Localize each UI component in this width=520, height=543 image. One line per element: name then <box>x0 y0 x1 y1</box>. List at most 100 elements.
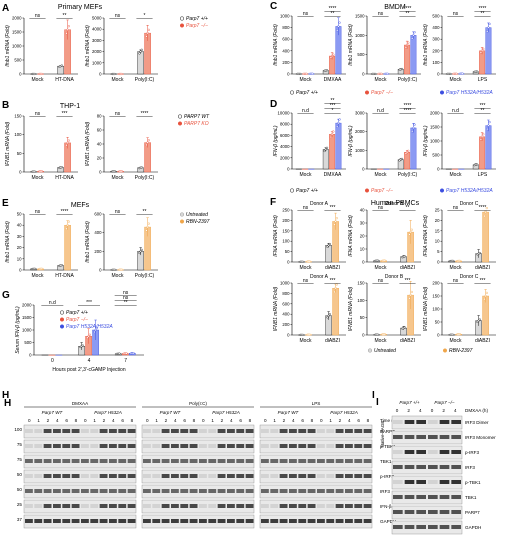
blot-H-band <box>245 429 254 433</box>
blot-H-band <box>189 504 198 508</box>
blot-H-band <box>34 504 43 508</box>
legend-A-label: Parp7 −/− <box>186 23 208 29</box>
blot-H-lane-strip <box>259 454 373 469</box>
A2-point <box>113 72 116 76</box>
blot-H-band <box>180 504 189 508</box>
C3-point <box>479 51 482 54</box>
F2-point <box>410 228 413 231</box>
C3-point <box>487 26 490 29</box>
F5-x-tick-label: diABZI <box>400 338 415 344</box>
blot-H-band <box>109 429 117 433</box>
E2-point <box>138 251 141 254</box>
legend-G-label: Parp7 H532A/H532A <box>66 324 113 330</box>
B1-sig-label: *** <box>62 111 68 117</box>
blot-H-time-label: 1 <box>211 418 214 423</box>
blot-I-band <box>393 465 403 469</box>
blot-H-lane-strip <box>259 439 373 454</box>
blot-H-band <box>189 459 198 463</box>
blot-H-time-label: 8 <box>367 418 370 423</box>
F5-subtitle: Donor B <box>385 274 404 280</box>
blot-H-band <box>53 459 61 463</box>
blot-H-band <box>90 489 99 493</box>
B1-x-tick-label: HT-DNA <box>55 175 74 181</box>
blot-H-band <box>109 489 117 493</box>
B2-point <box>146 141 149 144</box>
blot-H-band <box>289 519 297 523</box>
E1-point <box>33 267 36 270</box>
blot-H-band <box>90 459 99 463</box>
blot-H-band <box>245 519 254 523</box>
blot-I-lane-strip <box>391 520 463 535</box>
blot-H-band <box>143 444 151 448</box>
blot-H-genotype-label: Parp7 WT <box>160 410 182 415</box>
G1-y-tick-label: 0 <box>29 353 32 358</box>
blot-H-genotype-label: Parp7 WT <box>42 410 64 415</box>
blot-I-band <box>416 420 426 424</box>
blot-H-band <box>298 444 307 448</box>
E1-y-tick-label: 40 <box>17 223 22 228</box>
blot-H-band <box>335 459 344 463</box>
blot-H-time-label: 4 <box>174 418 177 423</box>
blot-I-time-label: 4 <box>454 408 457 413</box>
legend-B-label: PARP7 WT <box>184 114 210 120</box>
blot-H-band <box>34 444 43 448</box>
F1-point <box>335 217 338 220</box>
G1-sig-label: n.d <box>49 300 56 306</box>
G1-point <box>95 326 98 330</box>
B2-sig-label: ns <box>115 111 121 117</box>
blot-H-band <box>43 504 52 508</box>
F1-x-tick-label: diABZI <box>325 265 340 271</box>
legend-G-marker <box>59 324 65 329</box>
F1-sig-label: ns <box>303 205 309 211</box>
D1-bar <box>335 122 342 170</box>
G1-point <box>132 352 135 355</box>
D3-point <box>487 124 490 127</box>
blot-H-band <box>298 489 307 493</box>
A1-bar <box>57 65 64 75</box>
blot-H-treatment-label: LPS <box>312 401 321 406</box>
B1-x-tick-label: Mock <box>32 175 44 181</box>
legend-F-label: RBN-2397 <box>449 348 473 354</box>
blot-H-marker: 25 <box>17 502 23 507</box>
blot-H-marker: 50 <box>17 487 23 492</box>
blot-I-row-label: IRF3 <box>465 465 475 470</box>
G1-x-tick-label: 0 <box>51 358 54 364</box>
blot-H-time-label: 6 <box>121 418 124 423</box>
F6-y-tick-label: 0 <box>437 333 440 338</box>
blot-H-band <box>261 444 269 448</box>
F1-sig-label: *** <box>330 205 336 211</box>
D2-sig-label: **** <box>404 108 412 114</box>
A1-sig-label: ns <box>35 13 41 19</box>
blot-H-band <box>298 474 307 478</box>
blot-I-band <box>404 450 415 454</box>
blot-H-band <box>236 504 245 508</box>
blot-H-band <box>118 444 127 448</box>
blot-I-band <box>393 495 403 499</box>
blot-I-band <box>451 420 461 424</box>
blot-H-band <box>298 459 307 463</box>
blot-H-band <box>208 504 217 508</box>
C3-point <box>455 72 458 75</box>
C2-y-tick-label: 1500 <box>355 14 365 19</box>
blot-H-band <box>127 504 136 508</box>
E2-point <box>146 225 149 229</box>
blot-I-genotype-label: Parp7 +/+ <box>399 400 419 405</box>
E2-y-tick-label: 400 <box>94 230 102 235</box>
A1-y-tick-label: 1000 <box>12 44 22 49</box>
D2-y-axis-label: IFN-β (pg/mL) <box>348 125 354 157</box>
D1-x-tick-label: Mock <box>300 172 312 178</box>
blot-H-time-label: 0 <box>146 418 149 423</box>
F3-point <box>478 251 481 255</box>
blot-H-band <box>171 519 179 523</box>
blot-I-band <box>439 495 450 499</box>
blot-H-band <box>279 444 288 448</box>
blot-I-band <box>404 495 415 499</box>
F4-y-axis-label: IFNB1 mRNA (Fold) <box>273 286 279 331</box>
legend-E-label: Untreated <box>186 212 208 218</box>
blot-H-band <box>307 474 316 478</box>
F4-y-tick-label: 600 <box>282 301 290 306</box>
blot-I-band <box>451 435 461 439</box>
panel-label-D: D <box>270 99 277 110</box>
G1-point <box>87 335 90 338</box>
panel-label-E: E <box>2 198 9 209</box>
